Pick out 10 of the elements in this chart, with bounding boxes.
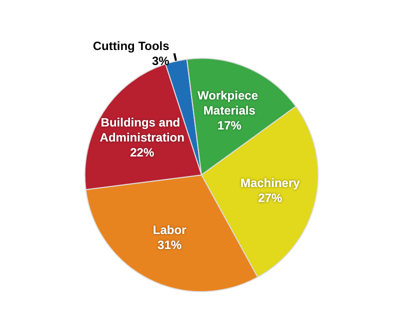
slice-label: Buildings and Administration <box>100 115 184 144</box>
slice-label: Machinery <box>240 176 300 190</box>
slice-label: Workpiece Materials <box>198 88 262 118</box>
data-label: 27% <box>258 190 282 205</box>
data-label: 31% <box>158 238 182 252</box>
data-label: 17% <box>217 118 242 132</box>
data-label: 3% <box>152 54 170 68</box>
slice-label: Labor <box>152 223 187 238</box>
slice-label: Cutting Tools <box>92 38 170 53</box>
data-label: 22% <box>130 145 154 160</box>
